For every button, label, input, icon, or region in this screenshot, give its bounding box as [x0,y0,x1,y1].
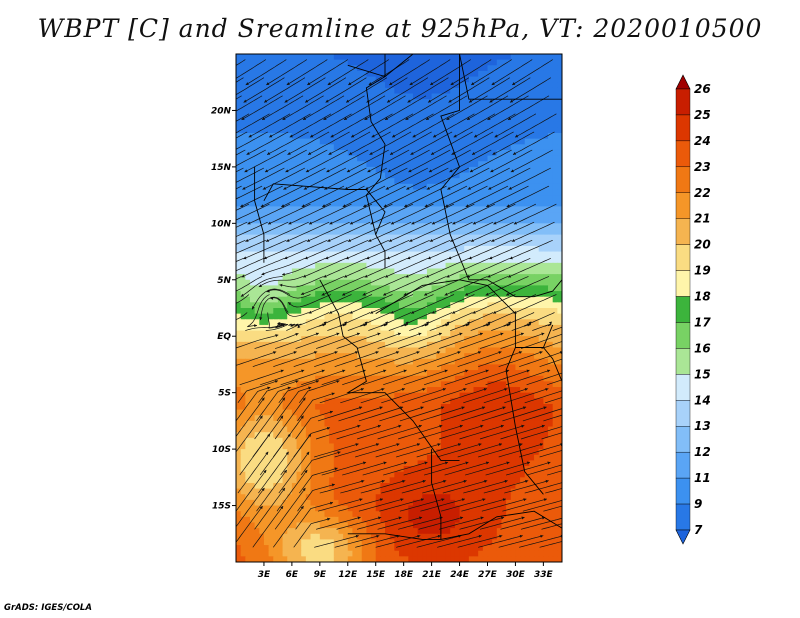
lon-tick-label: 30E [506,570,526,580]
colorbar-label: 21 [694,212,711,226]
colorbar-label: 9 [694,497,702,511]
colorbar-label: 26 [694,82,711,96]
streamlines [236,59,562,548]
lat-axis: 20N 15N 10N 5N EQ 5S 10S 15S [211,106,236,512]
lat-tick-label: 20N [211,106,232,116]
colorbar-label: 24 [694,134,711,148]
colorbar-swatch [675,451,691,479]
colorbar-label: 12 [694,445,711,459]
colorbar-swatch [675,218,691,245]
lat-tick-label: 15S [212,502,231,512]
colorbar-label: 25 [694,108,711,122]
lat-tick-label: 10S [212,445,231,455]
colorbar: 26 25 24 23 22 21 20 19 18 17 16 15 14 13 12 11 9 7 [675,74,711,545]
lat-tick-label: 10N [211,219,232,229]
colorbar-label: 11 [694,471,711,485]
colorbar-swatch [675,296,691,323]
colorbar-min-arrow [675,529,691,545]
chart-title: WBPT [C] and Sreamline at 925hPa, VT: 20… [37,14,763,43]
lon-tick-label: 9E [314,570,327,580]
colorbar-swatch [675,348,691,375]
colorbar-swatch [675,140,691,168]
lon-tick-label: 21E [422,570,442,580]
colorbar-swatch [675,166,691,193]
colorbar-swatch [675,374,691,401]
lon-tick-label: 12E [338,570,358,580]
lon-tick-label: 15E [366,570,386,580]
lon-tick-label: 27E [478,570,498,580]
colorbar-swatch [675,244,691,271]
lat-tick-label: EQ [217,332,231,342]
lon-tick-label: 6E [286,570,299,580]
lon-axis: 3E 6E 9E 12E 15E 18E 21E 24E 27E 30E 33E [258,562,554,580]
colorbar-swatch [675,322,691,349]
plot-frame [235,53,563,563]
colorbar-swatch [675,400,691,427]
colorbar-label: 17 [694,316,711,330]
colorbar-label: 20 [694,238,711,252]
colorbar-label: 14 [694,393,711,407]
colorbar-label: 18 [694,290,711,304]
colorbar-label: 13 [694,419,711,433]
colorbar-label: 23 [694,160,711,174]
colorbar-label: 22 [694,186,711,200]
colorbar-label: 7 [694,523,703,537]
colorbar-swatch [675,270,691,297]
lon-tick-label: 3E [258,570,271,580]
lat-tick-label: 5S [218,389,231,399]
lat-tick-label: 5N [217,276,231,286]
colorbar-swatch [675,426,691,453]
lon-tick-label: 33E [534,570,554,580]
colorbar-max-arrow [675,74,691,90]
colorbar-swatch [675,192,691,219]
grads-credit: GrADS: IGES/COLA [4,603,92,613]
colorbar-label: 15 [694,367,711,381]
colorbar-swatch [675,503,691,531]
colorbar-swatch [675,114,691,142]
colorbar-label: 16 [694,341,711,355]
colorbar-label: 19 [694,264,711,278]
country-borders [254,54,562,540]
lon-tick-label: 18E [394,570,414,580]
lon-tick-label: 24E [450,570,470,580]
colorbar-swatch [675,88,691,116]
colorbar-swatch [675,477,691,505]
lat-tick-label: 15N [211,163,232,173]
